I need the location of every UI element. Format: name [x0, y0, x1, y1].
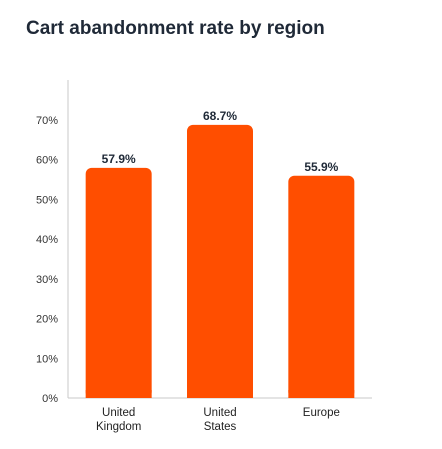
x-tick-label: States	[204, 421, 237, 433]
y-tick-label: 30%	[36, 274, 58, 286]
y-tick-label: 0%	[42, 393, 58, 405]
x-tick-label: United	[203, 407, 236, 419]
bars	[85, 124, 355, 398]
data-label: 55.9%	[304, 160, 338, 174]
bar	[85, 167, 152, 398]
bar	[288, 175, 355, 398]
chart-title: Cart abandonment rate by region	[26, 18, 325, 39]
y-tick-label: 60%	[36, 155, 58, 167]
x-tick-label: Europe	[303, 407, 340, 419]
y-tick-label: 10%	[36, 353, 58, 365]
y-tick-label: 70%	[36, 115, 58, 127]
y-tick-label: 40%	[36, 234, 58, 246]
x-tick-label: United	[102, 407, 135, 419]
labels: 57.9% United Kingdom 68.7% United States 55.9%…	[96, 109, 340, 433]
axes: 0% 10% 20% 30% 40% 50% 60% 70%	[36, 80, 372, 405]
y-tick-label: 20%	[36, 314, 58, 326]
bar-base	[85, 390, 152, 398]
x-tick-label: Kingdom	[96, 421, 141, 433]
data-label: 57.9%	[102, 152, 136, 166]
bar-base	[187, 390, 253, 398]
bar-base	[288, 390, 355, 398]
y-tick-label: 50%	[36, 194, 58, 206]
data-label: 68.7%	[203, 109, 237, 123]
bar	[187, 124, 253, 398]
